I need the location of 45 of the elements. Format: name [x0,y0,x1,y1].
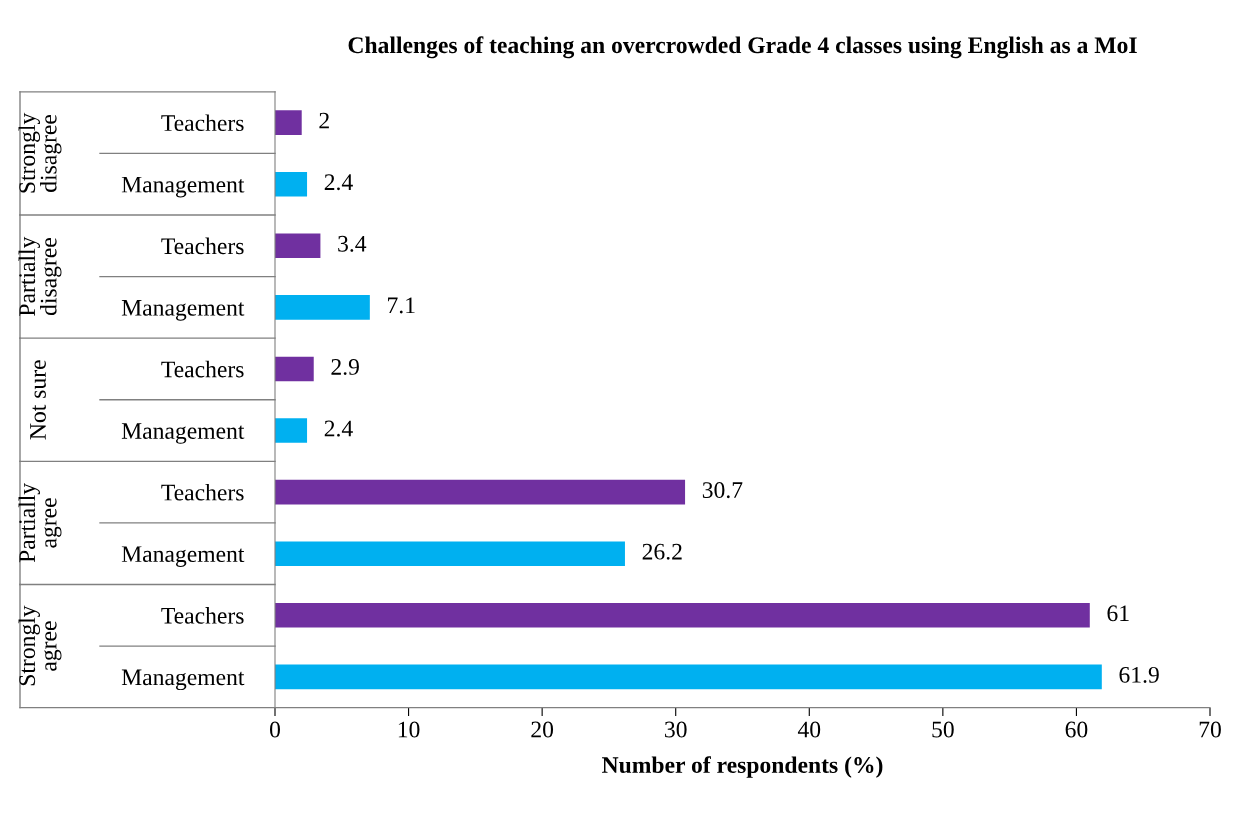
text: Partially disagree [18,236,62,316]
text: Not sure [30,360,46,440]
data-label: 61 [1107,605,1129,622]
x-tick-label: 10 [398,721,420,738]
bar [275,479,686,505]
text: Strongly agree [18,605,62,686]
x-tick-label: 30 [665,721,687,738]
text: Strongly disagree [18,112,62,193]
x-tick-label: 60 [1065,721,1088,738]
data-label: 2 [319,112,329,129]
bar [275,541,625,567]
y-tick-label: Teachers [161,607,244,624]
bar [275,110,302,135]
x-tick-label: 0 [270,721,280,738]
data-label: 30.7 [702,482,743,499]
y-tick-label: Management [121,176,245,198]
y-tick-label: Management [121,423,245,444]
x-tick-label: 70 [1199,721,1221,738]
y-tick-label: Teachers [161,360,244,378]
bar [275,602,1090,628]
data-label: 2.4 [324,420,353,437]
data-label: 61.9 [1119,666,1159,683]
y-tick-label: Teachers [161,483,244,501]
bar [275,295,370,320]
bar [275,233,321,259]
text: Partially agree [18,483,62,563]
bar [275,356,314,382]
x-tick-label: 20 [531,721,554,738]
data-label: 2.9 [331,359,359,375]
data-label: 7.1 [388,297,415,314]
data-label: 2.4 [324,174,353,191]
y-tick-label: Teachers [161,237,244,255]
bar [275,664,1102,690]
x-tick-label: 50 [932,721,954,738]
y-tick-label: Management [121,300,245,321]
x-tick-label: 40 [797,721,821,738]
data-label: 3.4 [338,235,367,252]
bar [275,171,308,197]
y-tick-label: Teachers [161,114,244,132]
data-label: 26.2 [642,543,682,560]
y-tick-label: Management [121,546,245,567]
x-axis-title: Number of respondents (%) [602,756,883,778]
y-tick-label: Management [121,669,245,691]
bar [275,418,308,443]
chart-title: Challenges of teaching an overcrowded Grade 4 classes using English as a MoI [348,36,1137,59]
